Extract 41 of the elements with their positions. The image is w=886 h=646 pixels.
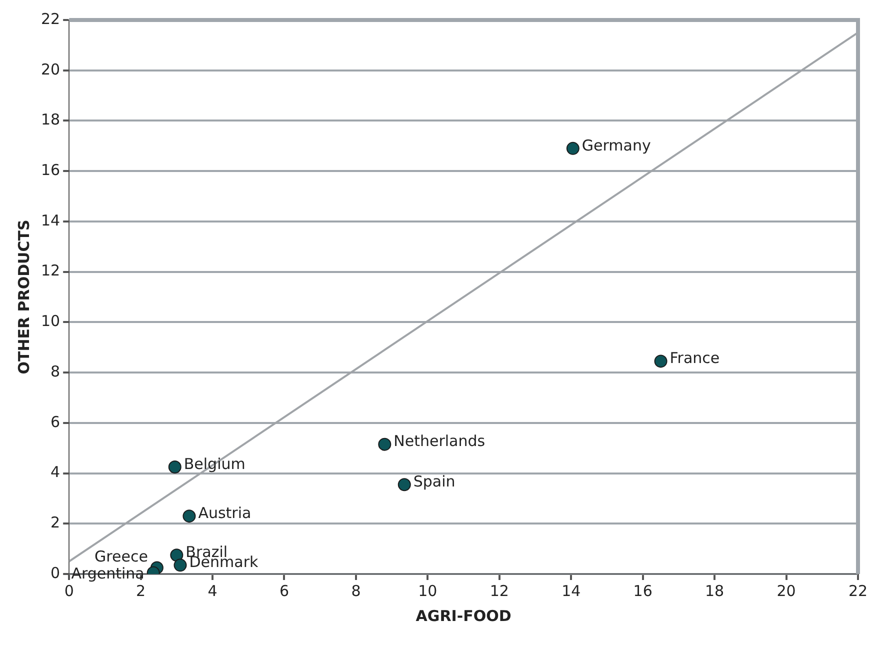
annotation: Austria xyxy=(198,504,252,522)
x-tick-label: 18 xyxy=(705,582,724,600)
x-tick-label: 4 xyxy=(208,582,218,600)
y-tick-label: 8 xyxy=(50,362,60,380)
x-tick-label: 6 xyxy=(279,582,290,600)
x-tick-label: 14 xyxy=(562,582,581,600)
point xyxy=(170,548,184,562)
annotation: Netherlands xyxy=(394,432,486,450)
y-tick-label: 4 xyxy=(50,463,60,482)
point xyxy=(378,438,392,451)
annotation: Germany xyxy=(582,136,651,154)
x-tick-label: 12 xyxy=(490,582,509,600)
annotation: Greece xyxy=(94,548,148,566)
annotation: France xyxy=(670,349,720,368)
y-tick-label: 16 xyxy=(40,160,60,179)
x-tick-label: 8 xyxy=(351,582,361,600)
y-axis-title: OTHER PRODUCTS xyxy=(14,220,33,374)
x-tick-label: 16 xyxy=(633,582,652,600)
point xyxy=(174,558,187,572)
y-tick-label: 10 xyxy=(40,312,60,330)
y-tick-label: 0 xyxy=(50,564,60,582)
point xyxy=(566,142,580,155)
y-tick-label: 14 xyxy=(40,211,60,230)
point xyxy=(168,460,182,474)
point xyxy=(398,478,411,492)
x-tick-label: 20 xyxy=(776,582,796,600)
annotation: Belgium xyxy=(184,454,246,473)
y-tick-label: 6 xyxy=(50,412,60,431)
y-tick-label: 20 xyxy=(40,60,60,78)
x-tick-label: 22 xyxy=(848,582,868,600)
x-tick-label: 0 xyxy=(64,582,74,600)
point xyxy=(654,354,668,368)
y-tick-label: 2 xyxy=(50,514,60,532)
y-tick-label: 12 xyxy=(40,262,60,280)
x-tick-label: 10 xyxy=(418,582,438,600)
y-tick-label: 18 xyxy=(40,110,60,129)
y-tick-label: 22 xyxy=(40,10,60,28)
x-axis-title: AGRI-FOOD xyxy=(416,606,512,625)
point xyxy=(182,510,196,523)
x-tick-label: 2 xyxy=(136,582,146,600)
annotation: Spain xyxy=(413,472,456,490)
